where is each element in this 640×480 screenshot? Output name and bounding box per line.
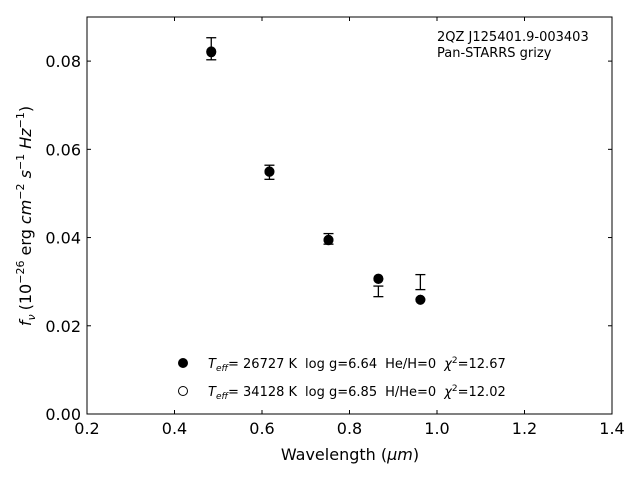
y-tick-label: 0.02 bbox=[45, 317, 81, 336]
axes-frame bbox=[86, 16, 613, 415]
observed-errorbar bbox=[206, 37, 217, 61]
y-axis-label: fν(10−26 erg cm−2 s−1 Hz−1) bbox=[14, 106, 38, 326]
model-point-filled bbox=[415, 294, 426, 305]
x-tick-label: 0.2 bbox=[74, 419, 99, 438]
observed-errorbar bbox=[264, 164, 275, 180]
plot-frame bbox=[86, 16, 613, 415]
y-tick-label: 0.04 bbox=[45, 229, 81, 248]
y-axis-ticks: 0.00 0.02 0.04 0.06 0.08 bbox=[45, 52, 612, 424]
observed-errorbar bbox=[415, 273, 426, 291]
observed-errorbars bbox=[206, 37, 426, 298]
legend-marker-open bbox=[178, 386, 188, 396]
observed-errorbar bbox=[323, 232, 334, 245]
model-markers bbox=[206, 46, 426, 305]
observed-errorbar bbox=[373, 285, 384, 298]
survey-name: Pan-STARRS grizy bbox=[437, 46, 552, 61]
x-tick-label: 1.0 bbox=[424, 419, 449, 438]
model-point-filled bbox=[373, 273, 384, 284]
x-axis-label: Wavelength (μm) bbox=[281, 445, 419, 464]
x-tick-label: 0.6 bbox=[249, 419, 274, 438]
legend-marker-filled bbox=[178, 358, 188, 368]
x-tick-label: 0.4 bbox=[162, 419, 187, 438]
x-tick-label: 1.4 bbox=[599, 419, 624, 438]
y-tick-label: 0.06 bbox=[45, 140, 81, 159]
y-tick-label: 0.00 bbox=[45, 405, 81, 424]
y-tick-label: 0.08 bbox=[45, 52, 81, 71]
x-tick-label: 0.8 bbox=[337, 419, 362, 438]
object-name: 2QZ J125401.9-003403 bbox=[437, 30, 589, 45]
x-tick-label: 1.2 bbox=[512, 419, 537, 438]
x-axis-ticks: 0.2 0.4 0.6 0.8 1.0 1.2 1.4 bbox=[74, 17, 625, 438]
